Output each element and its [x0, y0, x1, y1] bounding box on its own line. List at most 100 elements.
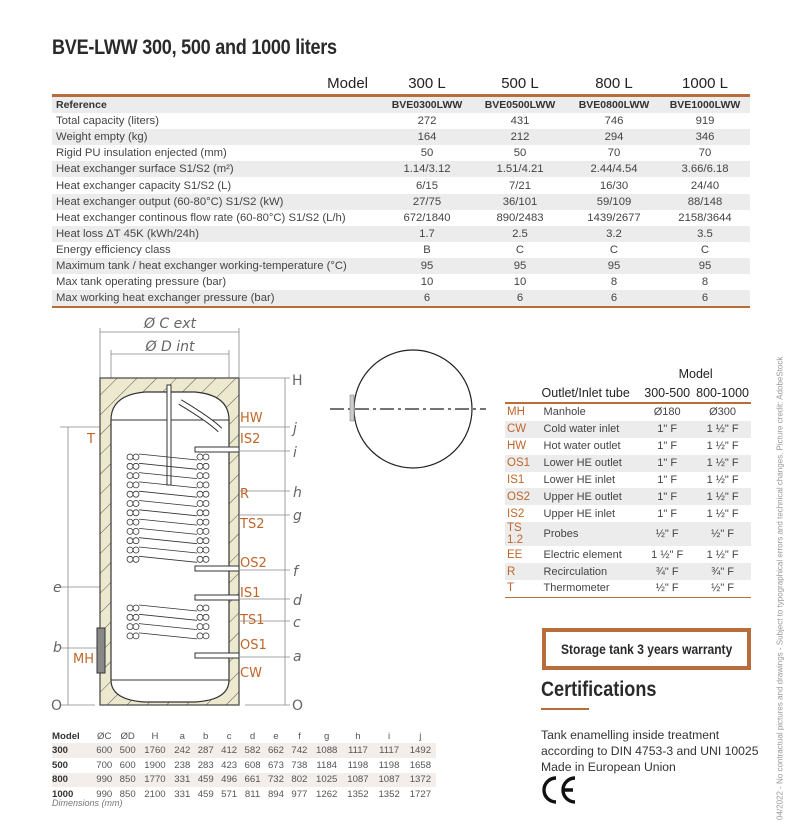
- coil-turn: [196, 462, 204, 470]
- outlet-desc: Upper HE outlet: [543, 490, 622, 503]
- outlet-size-300-500: 1" F: [657, 457, 678, 470]
- coil-turn: [196, 500, 204, 507]
- spec-label: Max working heat exchanger pressure (bar…: [56, 292, 275, 305]
- coil-turn: [202, 555, 210, 563]
- coil-turn: [132, 632, 140, 640]
- dims-header: f: [298, 731, 301, 742]
- coil-turn: [196, 604, 204, 612]
- dims-cell: 850: [119, 789, 136, 801]
- height-d: d: [293, 593, 302, 609]
- pipe-stub: [194, 446, 240, 453]
- spec-value: 70: [607, 147, 621, 160]
- spec-value: 10: [420, 276, 434, 289]
- outlet-code: CW: [507, 423, 527, 436]
- dims-cell: 1025: [316, 774, 338, 786]
- dims-cell: 662: [267, 744, 284, 756]
- dims-header: g: [324, 731, 330, 742]
- coil-turn: [132, 472, 140, 480]
- outlet-code: EE: [507, 548, 523, 561]
- model-col: 500 L: [501, 74, 539, 92]
- height-a: a: [293, 649, 302, 665]
- spec-row: Total capacity (liters) 272 431 746 919: [52, 113, 750, 129]
- dims-row: 800 990 850 1770 331 459 496 661 732 802 1025 1087 1…: [52, 772, 436, 788]
- coil-turn: [202, 453, 210, 461]
- heat-exchanger-coils: [126, 446, 240, 659]
- coil-turn: [132, 490, 140, 498]
- certifications-text: Tank enamelling inside treatment accordi…: [541, 727, 758, 775]
- spec-value: 431: [510, 115, 530, 128]
- outlet-code: MH: [507, 406, 525, 419]
- dims-cell: 287: [197, 744, 214, 756]
- spec-value: 7/21: [509, 179, 531, 192]
- outlet-size-300-500: 1" F: [657, 490, 678, 503]
- spec-label: Maximum tank / heat exchanger working-te…: [56, 259, 347, 272]
- coil-turn: [126, 500, 134, 507]
- height-b: b: [53, 640, 62, 656]
- outlet-row: EE Electric element 1 ½" F 1 ½" F: [505, 546, 751, 563]
- cert-line: according to DIN 4753-3 and UNI 10025: [541, 744, 759, 758]
- spec-row: Weight empty (kg) 164 212 294 346: [52, 129, 750, 146]
- coil-turn: [196, 472, 204, 480]
- spec-value: 272: [417, 115, 437, 128]
- outlet-size-800-1000: 1 ½" F: [706, 474, 739, 486]
- dims-cell: 459: [197, 774, 214, 786]
- coil-turn: [196, 632, 204, 640]
- dims-cell: 732: [267, 774, 284, 786]
- outlet-size-300-500: 1 ½" F: [651, 548, 684, 561]
- dims-header: Model: [52, 731, 80, 742]
- pipe-stub: [194, 565, 240, 572]
- spec-value: 2.5: [512, 227, 528, 240]
- coil-turn: [126, 490, 134, 498]
- outlet-code: HW: [507, 440, 527, 453]
- spec-value: 672/1840: [403, 211, 451, 224]
- outlet-size-300-500: 1" F: [657, 440, 678, 453]
- outlet-size-300-500: 1" F: [657, 474, 678, 486]
- dims-cell: 990: [96, 789, 113, 801]
- spec-value: 36/101: [502, 195, 538, 208]
- spec-value: B: [423, 243, 431, 256]
- coil-turn: [132, 528, 140, 535]
- dims-header: j: [419, 731, 422, 742]
- spec-row: Heat exchanger capacity S1/S2 (L) 6/15 7/2…: [52, 177, 750, 193]
- outlet-desc: Lower HE outlet: [543, 457, 622, 470]
- tank-diagram: Ø C ext Ø D int HW IS2 R TS2 OS2 IS1 TS1…: [51, 316, 486, 714]
- dims-row: 500 700 600 1900 238 283 423 608 673 738 1184 1198 1…: [52, 758, 436, 773]
- coil-turn: [202, 462, 210, 470]
- spec-value: 212: [510, 131, 530, 144]
- outlet-inlet-table: Model Outlet/Inlet tube 300-500 800-1000…: [505, 364, 751, 598]
- spec-value: 27/75: [412, 195, 442, 208]
- outlet-size-800-1000: 1 ½" F: [706, 548, 739, 561]
- dims-cell: 1900: [144, 759, 166, 771]
- outlet-col-tube: Outlet/Inlet tube: [541, 385, 630, 400]
- pipe-stub: [194, 594, 240, 601]
- coil-turn: [202, 632, 210, 640]
- spec-label: Heat exchanger capacity S1/S2 (L): [56, 179, 232, 192]
- coil-turn: [196, 518, 204, 526]
- coil-turn: [132, 500, 140, 507]
- label-ts2: TS2: [239, 517, 264, 532]
- dims-cell: 1727: [409, 789, 432, 801]
- coil-turn: [196, 613, 204, 621]
- warranty-text: Storage tank 3 years warranty: [560, 641, 733, 657]
- outlet-code: T: [507, 582, 515, 595]
- height-c: c: [293, 615, 301, 631]
- label-r: R: [240, 487, 249, 502]
- outlet-row: OS1 Lower HE outlet 1" F 1 ½" F: [505, 454, 751, 472]
- model-header: Model: [327, 74, 368, 92]
- coil-turn: [196, 509, 204, 517]
- spec-value: 95: [513, 259, 527, 272]
- coil-turn: [132, 623, 140, 630]
- dims-cell: 1262: [316, 789, 338, 801]
- dims-cell: 1184: [316, 759, 338, 771]
- dims-header: ØD: [120, 731, 135, 742]
- outlet-size-300-500: ½" F: [655, 528, 679, 541]
- c-ext-label: Ø C ext: [143, 316, 197, 332]
- model-col: 300 L: [408, 74, 446, 92]
- coil-turn: [196, 623, 204, 630]
- spec-label: Max tank operating pressure (bar): [56, 276, 227, 289]
- outlet-row: MH Manhole Ø180 Ø300: [505, 403, 751, 421]
- outlet-row: IS2 Upper HE inlet 1" F 1 ½" F: [505, 505, 751, 522]
- spec-value: 294: [604, 131, 624, 144]
- dims-cell: 800: [52, 774, 69, 786]
